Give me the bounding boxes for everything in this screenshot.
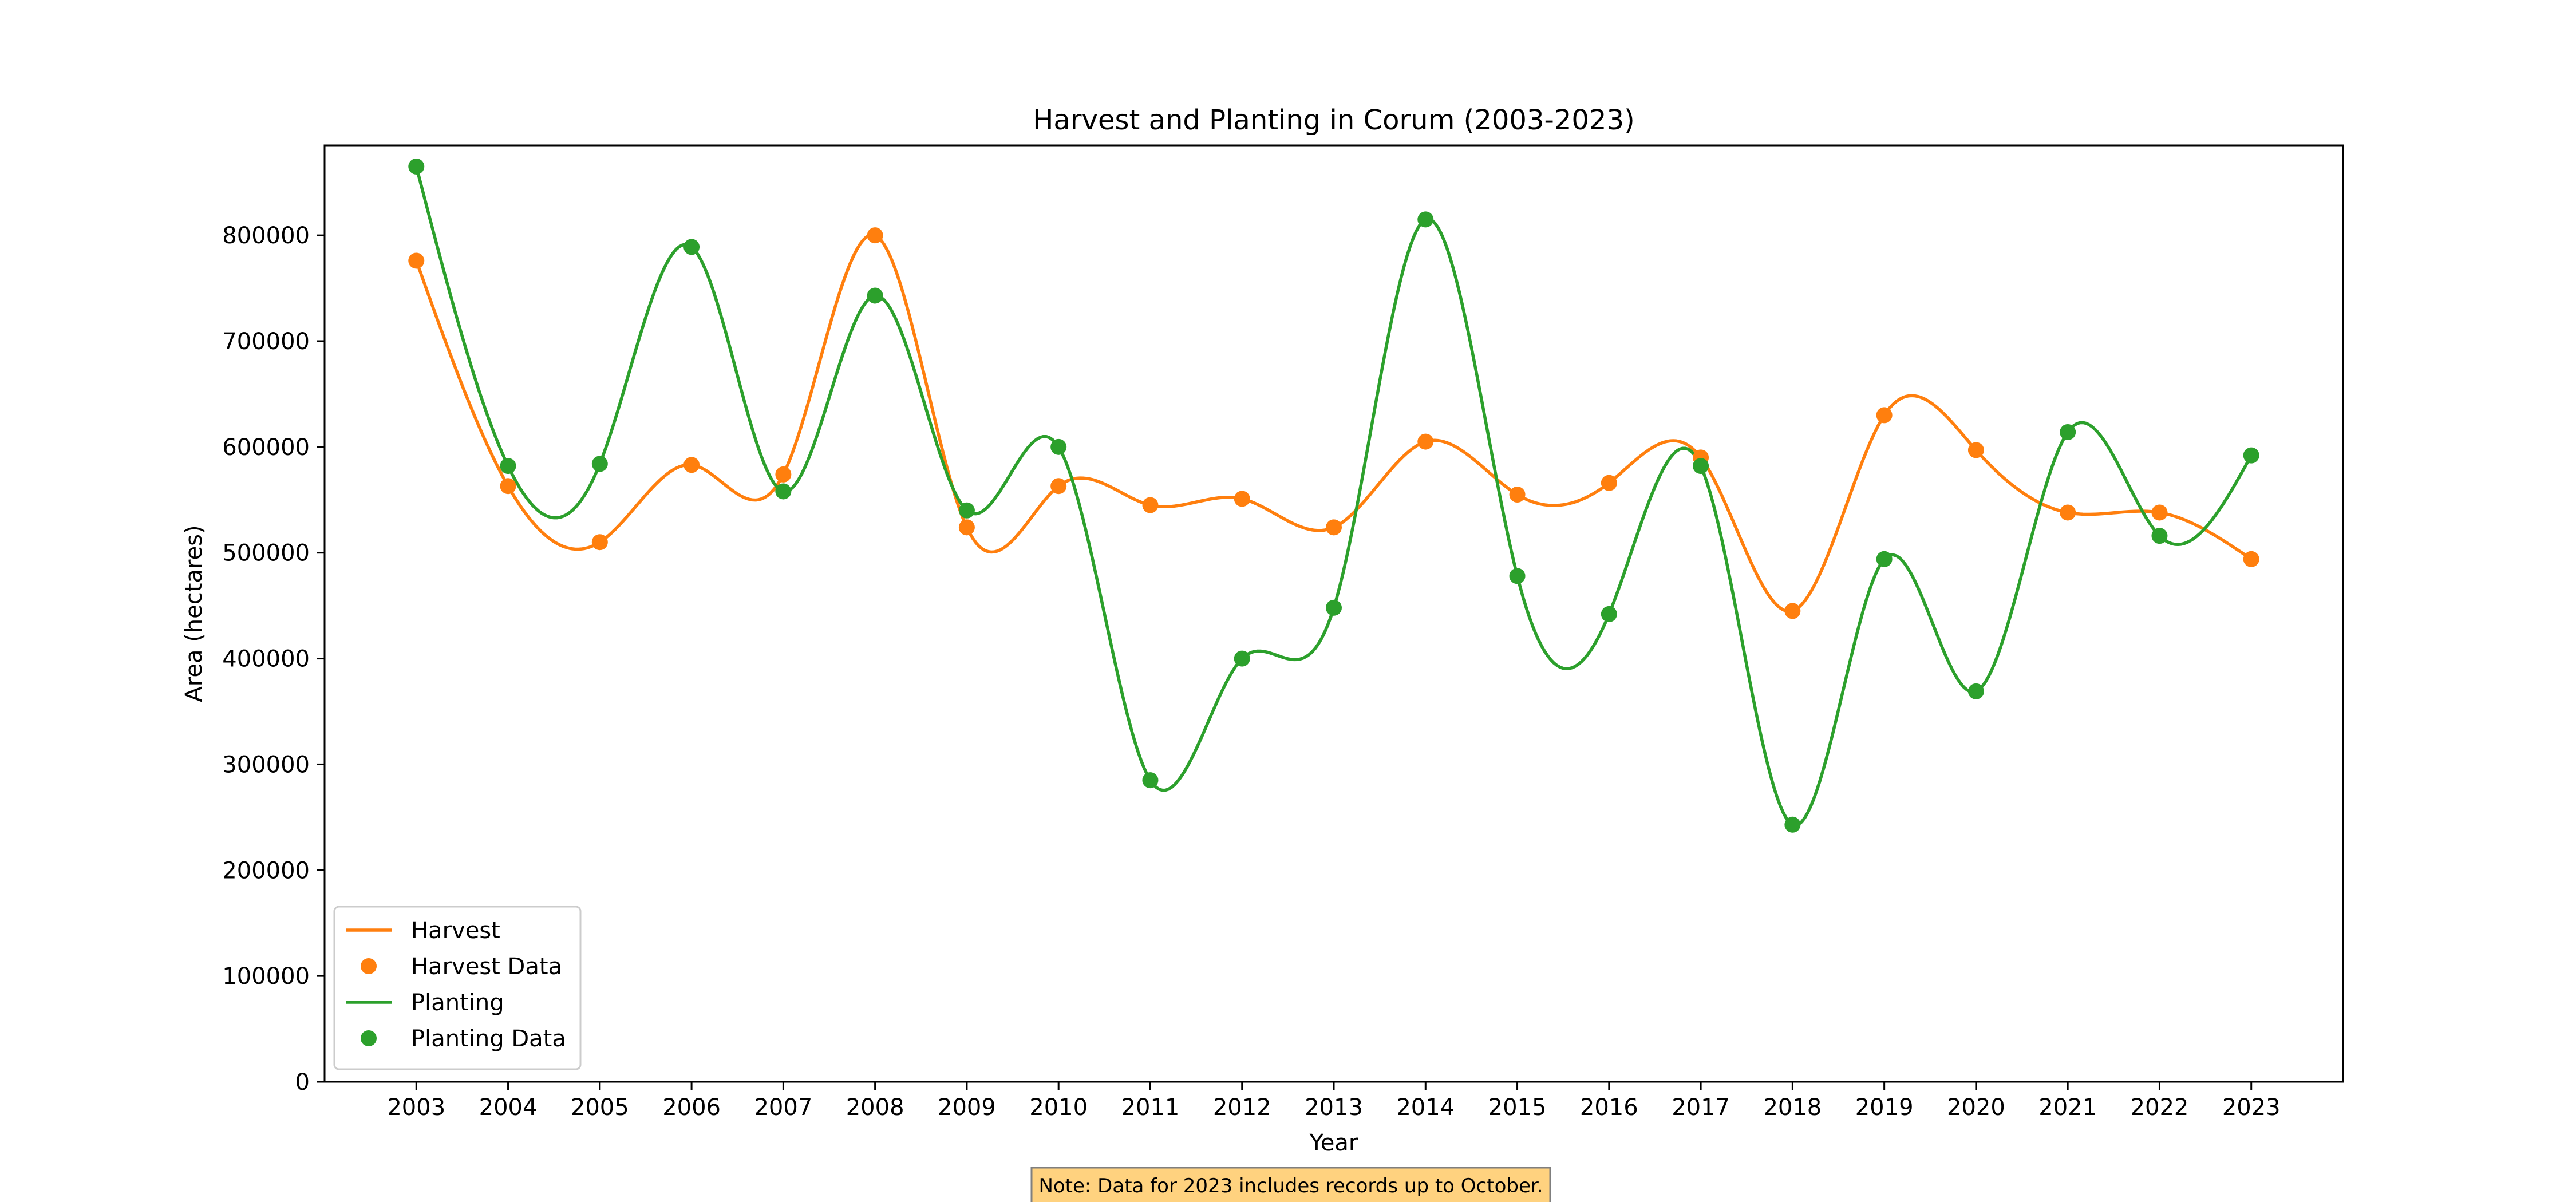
data-point-planting: [1509, 568, 1526, 584]
legend-label: Harvest: [411, 918, 500, 944]
x-tick-label: 2009: [938, 1094, 996, 1121]
x-tick-label: 2022: [2131, 1094, 2189, 1121]
x-tick-label: 2012: [1213, 1094, 1271, 1121]
data-point-harvest: [1326, 519, 1342, 536]
y-tick-label: 100000: [222, 963, 310, 990]
data-point-harvest: [1417, 433, 1434, 450]
x-tick-label: 2011: [1121, 1094, 1180, 1121]
data-point-harvest: [1142, 497, 1159, 513]
y-tick-label: 300000: [222, 752, 310, 778]
data-point-planting: [867, 287, 883, 304]
y-tick-label: 200000: [222, 857, 310, 884]
data-point-planting: [683, 239, 700, 255]
legend-label: Planting: [411, 990, 504, 1016]
data-point-harvest: [958, 519, 975, 536]
data-point-planting: [2151, 528, 2168, 544]
data-point-harvest: [1876, 407, 1893, 424]
x-tick-label: 2003: [387, 1094, 445, 1121]
data-point-planting: [1693, 458, 1709, 475]
x-tick-label: 2021: [2038, 1094, 2097, 1121]
x-tick-label: 2013: [1305, 1094, 1363, 1121]
data-point-harvest: [1234, 491, 1250, 507]
data-point-planting: [1784, 816, 1801, 833]
data-point-planting: [958, 502, 975, 519]
chart-title: Harvest and Planting in Corum (2003-2023…: [1033, 104, 1634, 136]
legend-marker-swatch: [361, 958, 377, 974]
x-tick-label: 2018: [1763, 1094, 1822, 1121]
x-tick-label: 2014: [1396, 1094, 1455, 1121]
legend: Harvest Harvest Data Planting Planting Data: [333, 906, 582, 1070]
x-tick-label: 2016: [1580, 1094, 1638, 1121]
data-point-harvest: [683, 457, 700, 473]
x-axis: 2003 2004 2005 2006 2007 2008 2009 2010 2011 2012…: [387, 1082, 2281, 1121]
x-tick-label: 2015: [1488, 1094, 1547, 1121]
data-point-planting: [1876, 551, 1893, 567]
note-text: Note: Data for 2023 includes records up …: [1038, 1175, 1543, 1197]
y-tick-label: 500000: [222, 540, 310, 567]
data-point-planting: [1326, 599, 1342, 616]
note-box: Note: Data for 2023 includes records up …: [1030, 1167, 1551, 1202]
x-tick-label: 2010: [1029, 1094, 1088, 1121]
data-point-harvest: [591, 534, 608, 551]
data-point-planting: [2060, 424, 2076, 440]
note-background: [1030, 1167, 1551, 1202]
x-tick-label: 2007: [754, 1094, 812, 1121]
y-axis-title: Area (hectares): [181, 525, 207, 702]
x-tick-label: 2005: [571, 1094, 629, 1121]
data-point-harvest: [1050, 478, 1067, 495]
plot-area: [323, 144, 2344, 1083]
data-point-planting: [591, 456, 608, 472]
legend-marker-swatch: [361, 1030, 377, 1046]
y-tick-label: 800000: [222, 223, 310, 249]
data-point-planting: [2243, 447, 2259, 464]
data-point-planting: [1417, 211, 1434, 228]
y-tick-label: 0: [295, 1069, 310, 1096]
data-point-planting: [408, 158, 425, 175]
data-point-planting: [1234, 650, 1250, 667]
x-tick-label: 2017: [1672, 1094, 1730, 1121]
data-point-harvest: [867, 227, 883, 244]
data-point-harvest: [1967, 442, 1984, 458]
y-tick-label: 700000: [222, 329, 310, 355]
data-point-planting: [1967, 683, 1984, 699]
data-point-harvest: [2060, 504, 2076, 521]
x-tick-label: 2020: [1947, 1094, 2005, 1121]
x-tick-label: 2004: [479, 1094, 538, 1121]
data-point-harvest: [2151, 504, 2168, 521]
data-point-harvest: [1601, 475, 1617, 491]
data-point-planting: [1142, 772, 1159, 789]
data-point-harvest: [500, 478, 516, 495]
data-point-planting: [1050, 438, 1067, 455]
legend-label: Planting Data: [411, 1026, 566, 1052]
x-tick-label: 2023: [2222, 1094, 2281, 1121]
data-point-planting: [1601, 606, 1617, 622]
x-tick-label: 2008: [846, 1094, 904, 1121]
data-point-planting: [500, 458, 516, 475]
data-point-harvest: [408, 252, 425, 269]
data-point-harvest: [775, 466, 792, 483]
x-axis-title: Year: [1309, 1130, 1358, 1156]
data-point-harvest: [1784, 603, 1801, 619]
y-tick-label: 600000: [222, 434, 310, 461]
y-axis: 0 100000 200000 300000 400000 500000 600000 700…: [222, 223, 325, 1096]
data-point-planting: [775, 483, 792, 500]
legend-box: [333, 906, 582, 1070]
data-point-harvest: [2243, 551, 2259, 567]
legend-label: Harvest Data: [411, 954, 562, 980]
data-point-harvest: [1509, 487, 1526, 503]
y-tick-label: 400000: [222, 646, 310, 673]
x-tick-label: 2019: [1855, 1094, 1914, 1121]
x-tick-label: 2006: [662, 1094, 721, 1121]
